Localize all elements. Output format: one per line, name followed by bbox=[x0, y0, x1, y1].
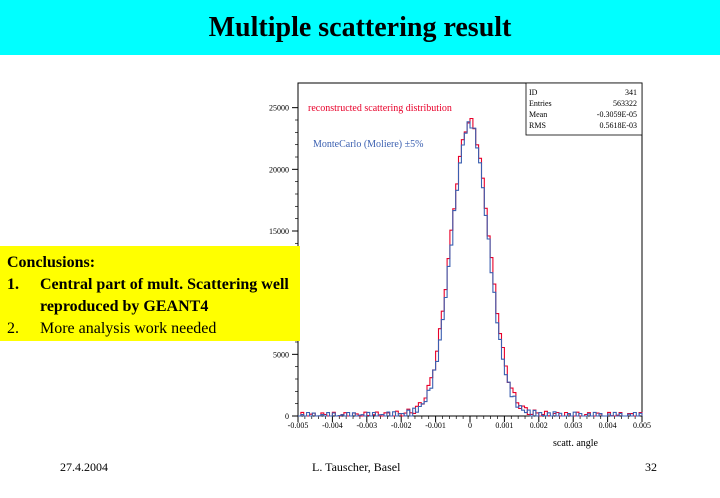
y-tick-label-4: 20000 bbox=[269, 165, 289, 174]
x-axis-label: scatt. angle bbox=[553, 438, 599, 449]
x-tick-label-4: -0.001 bbox=[425, 421, 446, 430]
stats-box-frame bbox=[525, 82, 643, 136]
x-tick-label-2: -0.003 bbox=[356, 421, 377, 430]
x-tick-label-7: 0.002 bbox=[530, 421, 548, 430]
footer-author: L. Tauscher, Basel bbox=[312, 460, 401, 474]
y-tick-label-3: 15000 bbox=[269, 227, 289, 236]
conclusions-list: 1. Central part of mult. Scattering well … bbox=[7, 274, 294, 340]
series-montecarlo-line bbox=[298, 121, 643, 417]
x-tick-label-10: 0.005 bbox=[633, 421, 651, 430]
conclusion-text-1: Central part of mult. Scattering well re… bbox=[40, 276, 289, 315]
slide-title: Multiple scattering result bbox=[208, 11, 512, 43]
stats-value-0: 341 bbox=[625, 88, 637, 97]
conclusions-box: Conclusions: 1. Central part of mult. Sca… bbox=[0, 246, 300, 341]
footer-date: 27.4.2004 bbox=[60, 460, 108, 474]
stats-label-2: Mean bbox=[529, 110, 547, 119]
x-tick-label-0: -0.005 bbox=[288, 421, 309, 430]
x-tick-label-6: 0.001 bbox=[495, 421, 513, 430]
conclusion-num-2: 2. bbox=[7, 320, 19, 337]
stats-label-3: RMS bbox=[529, 121, 546, 130]
series-group bbox=[298, 117, 643, 417]
title-bar: Multiple scattering result bbox=[0, 0, 720, 55]
stats-label-0: ID bbox=[529, 88, 538, 97]
x-tick-label-3: -0.002 bbox=[391, 421, 412, 430]
stats-value-2: -0.3059E-05 bbox=[597, 110, 637, 119]
conclusion-item-2: 2. More analysis work needed bbox=[7, 318, 294, 340]
y-tick-label-5: 25000 bbox=[269, 104, 289, 113]
x-tick-label-5: 0 bbox=[468, 421, 472, 430]
stats-value-3: 0.5618E-03 bbox=[599, 121, 637, 130]
y-tick-label-0: 0 bbox=[285, 412, 289, 421]
y-tick-label-1: 5000 bbox=[273, 350, 289, 359]
stats-box: ID 341 Entries 563322 Mean -0.3059E-05 RMS 0.56… bbox=[525, 82, 643, 136]
series-reconstructed-line bbox=[298, 117, 643, 417]
x-tick-label-8: 0.003 bbox=[564, 421, 582, 430]
x-tick-label-9: 0.004 bbox=[599, 421, 617, 430]
conclusion-num-1: 1. bbox=[7, 276, 19, 293]
x-tick-label-1: -0.004 bbox=[322, 421, 343, 430]
conclusions-heading: Conclusions: bbox=[7, 254, 96, 271]
conclusion-text-2: More analysis work needed bbox=[40, 320, 217, 337]
legend-reconstructed: reconstructed scattering distribution bbox=[308, 103, 452, 114]
stats-label-1: Entries bbox=[529, 99, 552, 108]
footer-page-number: 32 bbox=[645, 460, 657, 474]
conclusion-item-1: 1. Central part of mult. Scattering well … bbox=[7, 274, 294, 318]
stats-value-1: 563322 bbox=[613, 99, 637, 108]
legend-montecarlo: MonteCarlo (Moliere) ±5% bbox=[313, 139, 423, 150]
x-axis: -0.005 -0.004 -0.003 -0.002 -0.001 0 0.001 0.00… bbox=[288, 416, 651, 430]
